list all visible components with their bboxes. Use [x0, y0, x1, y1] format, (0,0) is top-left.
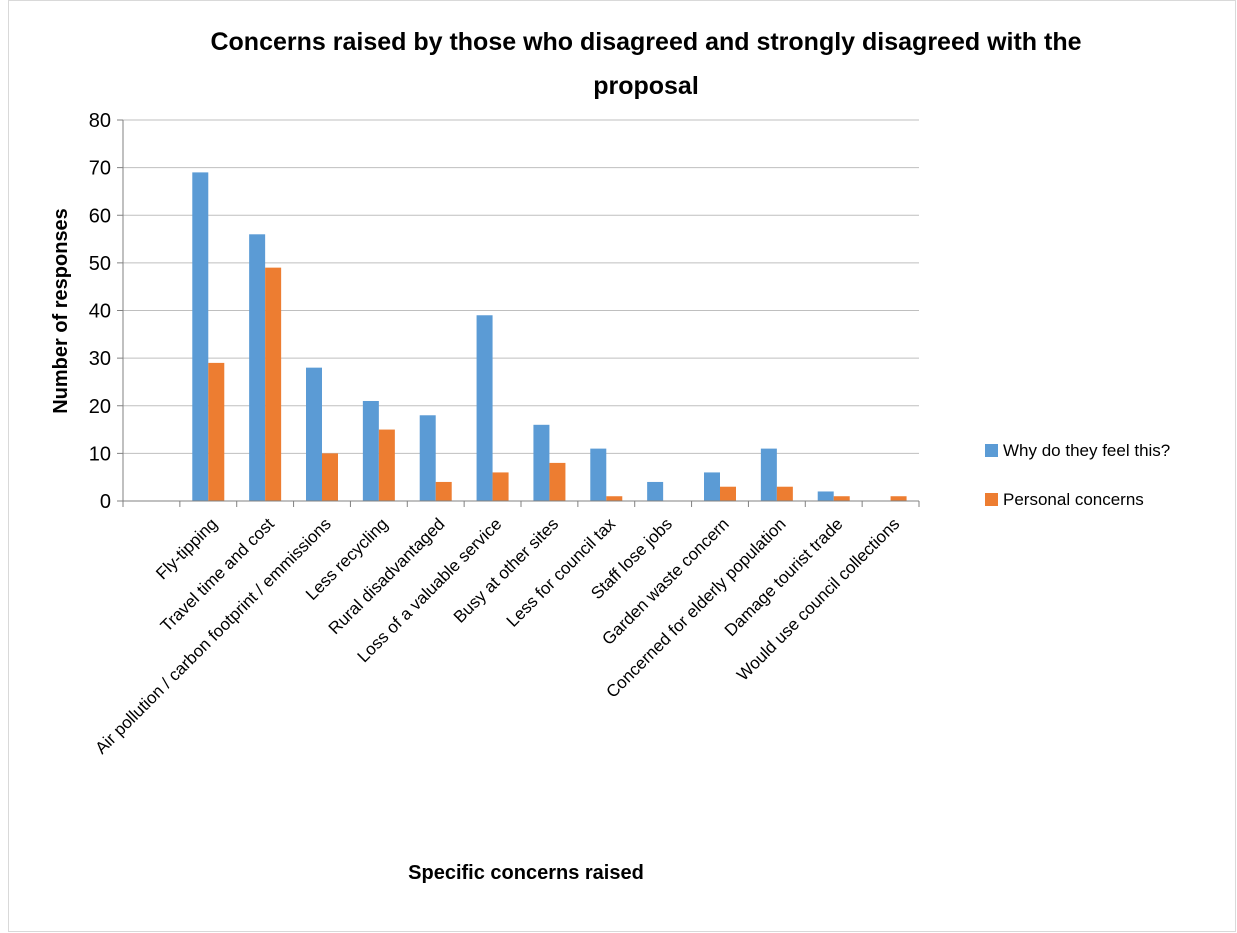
bar — [647, 481, 664, 501]
axes — [117, 119, 920, 507]
x-axis-title: Specific concerns raised — [408, 862, 644, 884]
bar — [776, 486, 793, 501]
bar — [590, 448, 607, 501]
chart-frame: Concerns raised by those who disagreed a… — [8, 0, 1236, 932]
y-tick-label: 30 — [89, 348, 111, 370]
y-tick-label: 50 — [89, 253, 111, 275]
bar — [378, 429, 395, 501]
bar — [192, 172, 209, 501]
legend-swatch — [985, 493, 998, 506]
bar — [362, 400, 379, 501]
bar — [249, 234, 266, 502]
bar — [435, 481, 452, 501]
bar — [606, 496, 623, 501]
category-label: Less for council tax — [503, 514, 620, 631]
y-tick-label: 40 — [89, 301, 111, 323]
y-tick-label: 20 — [89, 396, 111, 418]
bar — [549, 462, 566, 501]
legend-label: Personal concerns — [1003, 490, 1144, 509]
y-tick-label: 60 — [89, 205, 111, 227]
y-tick-label: 0 — [100, 491, 111, 513]
y-tick-label: 10 — [89, 443, 111, 465]
y-axis-title: Number of responses — [50, 208, 72, 414]
legend-swatch — [985, 444, 998, 457]
y-tick-label: 70 — [89, 158, 111, 180]
chart-title-line-1: Concerns raised by those who disagreed a… — [210, 28, 1081, 56]
bar — [890, 496, 907, 501]
bars — [192, 172, 907, 502]
bar — [306, 367, 322, 501]
bar — [208, 362, 225, 501]
bar — [704, 472, 720, 501]
bar — [533, 424, 550, 501]
bar — [419, 415, 436, 501]
legend-label: Why do they feel this? — [1003, 441, 1170, 460]
bar — [760, 448, 777, 501]
y-tick-labels: 0 10 20 30 40 50 60 70 80 — [89, 110, 111, 513]
gridlines — [123, 119, 919, 454]
y-tick-label: 80 — [89, 110, 111, 132]
category-label: Busy at other sites — [450, 514, 562, 626]
bar — [833, 496, 850, 501]
legend: Why do they feel this? Personal concerns — [985, 441, 1170, 509]
bar — [817, 491, 834, 501]
chart-title-line-2: proposal — [593, 72, 699, 100]
bar — [720, 486, 736, 501]
bar — [476, 315, 493, 501]
bar-chart: Concerns raised by those who disagreed a… — [50, 28, 1170, 884]
bar — [492, 472, 509, 501]
category-label: Air pollution / carbon footprint / emmis… — [92, 514, 335, 757]
bar — [265, 267, 282, 501]
bar — [322, 453, 338, 501]
